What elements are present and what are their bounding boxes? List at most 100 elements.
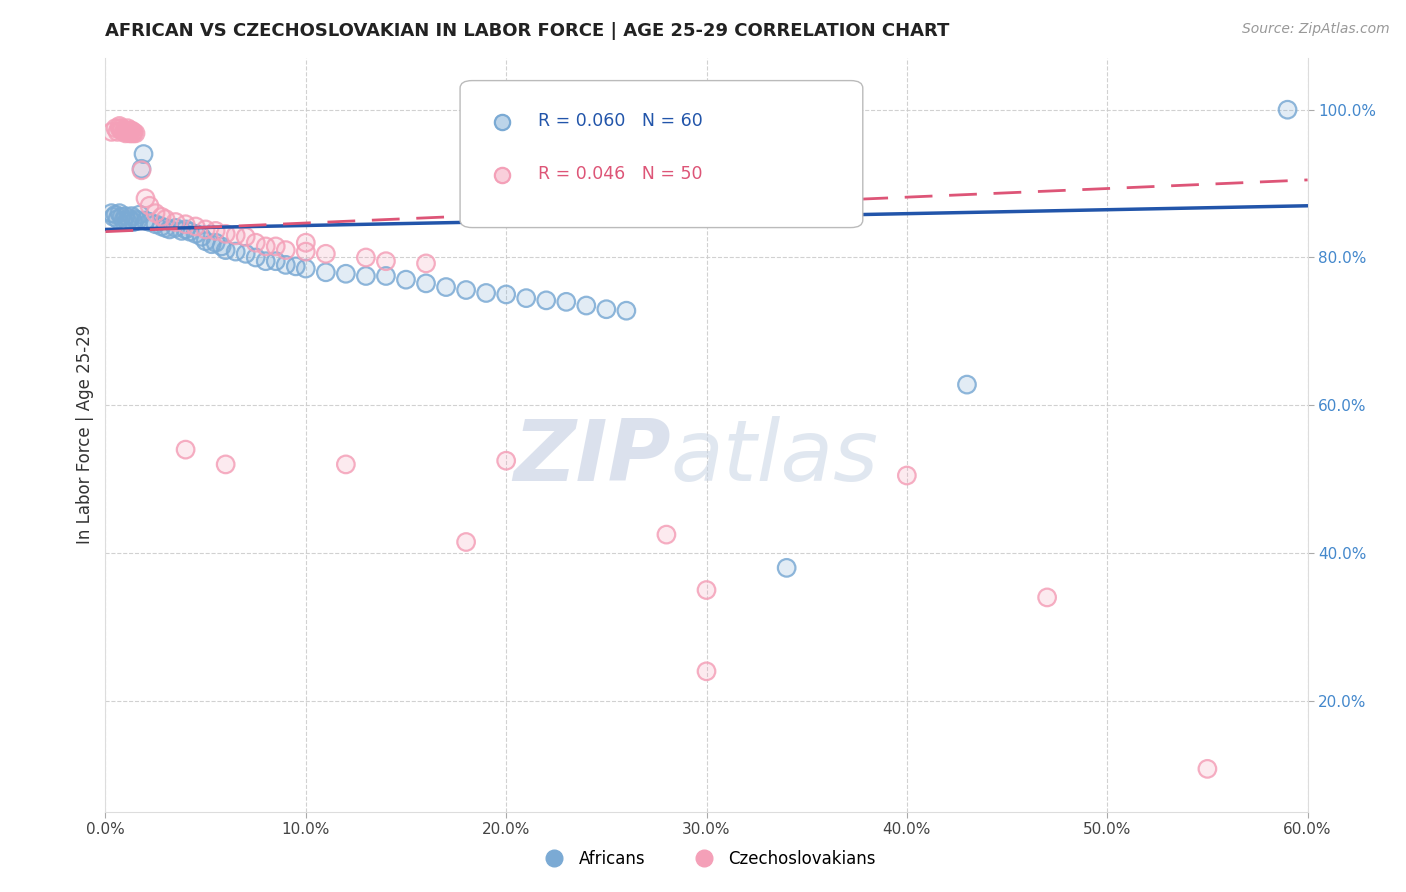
Point bbox=[264, 254, 287, 268]
Point bbox=[395, 273, 418, 287]
Point bbox=[225, 244, 247, 259]
Point bbox=[214, 227, 236, 241]
Point bbox=[107, 212, 129, 227]
Point bbox=[100, 125, 122, 139]
Point bbox=[132, 147, 155, 161]
Point bbox=[335, 267, 357, 281]
Point bbox=[315, 265, 337, 279]
Text: ZIP: ZIP bbox=[513, 416, 671, 499]
Point bbox=[284, 260, 307, 274]
Point bbox=[150, 210, 173, 224]
Point bbox=[170, 224, 193, 238]
Point bbox=[354, 251, 377, 265]
Point bbox=[595, 302, 617, 317]
Point bbox=[211, 239, 233, 253]
Point bbox=[1036, 591, 1059, 605]
Point bbox=[184, 219, 207, 234]
Point bbox=[395, 273, 418, 287]
Point bbox=[118, 123, 141, 137]
Point bbox=[214, 458, 236, 472]
Point bbox=[145, 217, 167, 231]
Point bbox=[138, 215, 160, 229]
Point bbox=[415, 256, 437, 270]
Point bbox=[110, 210, 132, 224]
Point bbox=[235, 229, 257, 244]
Point bbox=[254, 239, 277, 253]
Point bbox=[174, 217, 197, 231]
Point bbox=[415, 277, 437, 291]
Point bbox=[127, 213, 149, 227]
Point bbox=[112, 213, 135, 227]
Point bbox=[454, 535, 477, 549]
Point bbox=[194, 234, 217, 248]
Point bbox=[264, 239, 287, 253]
Point bbox=[117, 121, 139, 136]
Point bbox=[254, 239, 277, 253]
Point bbox=[225, 244, 247, 259]
Point bbox=[114, 123, 136, 137]
Point bbox=[104, 121, 127, 136]
Point bbox=[124, 212, 146, 227]
Point bbox=[555, 294, 578, 309]
Point bbox=[122, 127, 145, 141]
Point bbox=[104, 121, 127, 136]
Point bbox=[165, 215, 187, 229]
Point bbox=[190, 229, 212, 244]
Point bbox=[315, 265, 337, 279]
Point bbox=[128, 208, 150, 222]
Point bbox=[131, 163, 153, 178]
Y-axis label: In Labor Force | Age 25-29: In Labor Force | Age 25-29 bbox=[76, 326, 94, 544]
Point bbox=[274, 258, 297, 272]
Point bbox=[124, 127, 146, 141]
Point bbox=[201, 237, 224, 252]
Point bbox=[194, 234, 217, 248]
Point bbox=[896, 468, 918, 483]
Point bbox=[295, 244, 318, 259]
Point bbox=[534, 293, 557, 308]
Point bbox=[235, 247, 257, 261]
Text: atlas: atlas bbox=[671, 416, 879, 499]
Point bbox=[138, 215, 160, 229]
Point bbox=[225, 228, 247, 243]
Point bbox=[204, 224, 226, 238]
Point bbox=[104, 208, 127, 222]
Point bbox=[114, 209, 136, 223]
Point bbox=[655, 527, 678, 541]
Point bbox=[104, 208, 127, 222]
Point bbox=[184, 227, 207, 241]
Point bbox=[495, 453, 517, 467]
Point bbox=[354, 268, 377, 283]
Point bbox=[354, 268, 377, 283]
Point bbox=[131, 163, 153, 178]
Point bbox=[214, 243, 236, 257]
Point bbox=[1277, 103, 1299, 117]
Point bbox=[124, 212, 146, 227]
FancyBboxPatch shape bbox=[460, 80, 863, 227]
Point bbox=[132, 147, 155, 161]
Point bbox=[131, 161, 153, 176]
Point bbox=[245, 235, 267, 250]
Point bbox=[100, 206, 122, 220]
Legend: Africans, Czechoslovakians: Africans, Czechoslovakians bbox=[530, 844, 883, 875]
Point bbox=[956, 377, 979, 392]
Point bbox=[108, 119, 131, 133]
Point bbox=[122, 127, 145, 141]
Point bbox=[595, 302, 617, 317]
Point bbox=[495, 453, 517, 467]
Point bbox=[235, 247, 257, 261]
Point bbox=[150, 219, 173, 234]
Point bbox=[204, 235, 226, 250]
Point bbox=[145, 206, 167, 220]
Text: R = 0.046   N = 50: R = 0.046 N = 50 bbox=[538, 165, 703, 183]
Point bbox=[194, 222, 217, 236]
Point bbox=[174, 217, 197, 231]
Point bbox=[121, 123, 143, 137]
Point bbox=[475, 285, 498, 300]
Point bbox=[315, 247, 337, 261]
Point bbox=[655, 527, 678, 541]
Point bbox=[124, 127, 146, 141]
Point bbox=[696, 582, 718, 597]
Point bbox=[454, 535, 477, 549]
Point bbox=[118, 127, 141, 141]
Point bbox=[100, 125, 122, 139]
